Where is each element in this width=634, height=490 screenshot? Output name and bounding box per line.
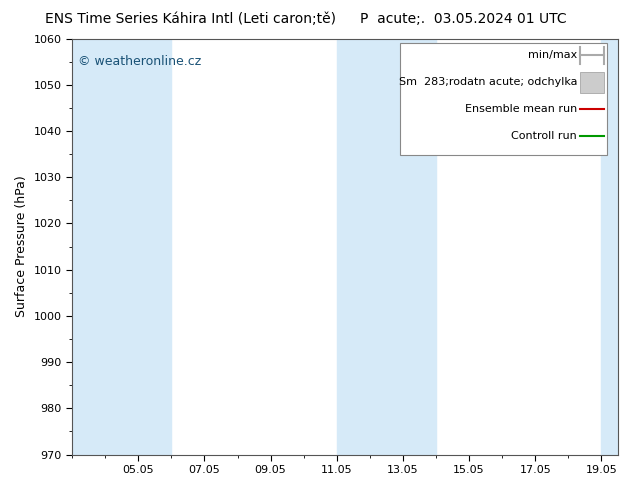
Bar [337,39,403,455]
Text: Controll run: Controll run [511,131,577,141]
Bar [602,39,618,455]
Text: min/max: min/max [528,50,577,60]
Text: Sm  283;rodatn acute; odchylka: Sm 283;rodatn acute; odchylka [399,77,577,87]
Text: ENS Time Series Káhira Intl (Leti caron;tě): ENS Time Series Káhira Intl (Leti caron;… [45,12,335,26]
Bar [138,39,171,455]
Bar [72,39,138,455]
Bar [403,39,436,455]
FancyBboxPatch shape [399,43,607,155]
Y-axis label: Surface Pressure (hPa): Surface Pressure (hPa) [15,176,28,318]
Text: P  acute;.  03.05.2024 01 UTC: P acute;. 03.05.2024 01 UTC [359,12,566,26]
Text: © weatheronline.cz: © weatheronline.cz [77,55,201,68]
FancyBboxPatch shape [580,72,604,93]
Text: Ensemble mean run: Ensemble mean run [465,104,577,114]
